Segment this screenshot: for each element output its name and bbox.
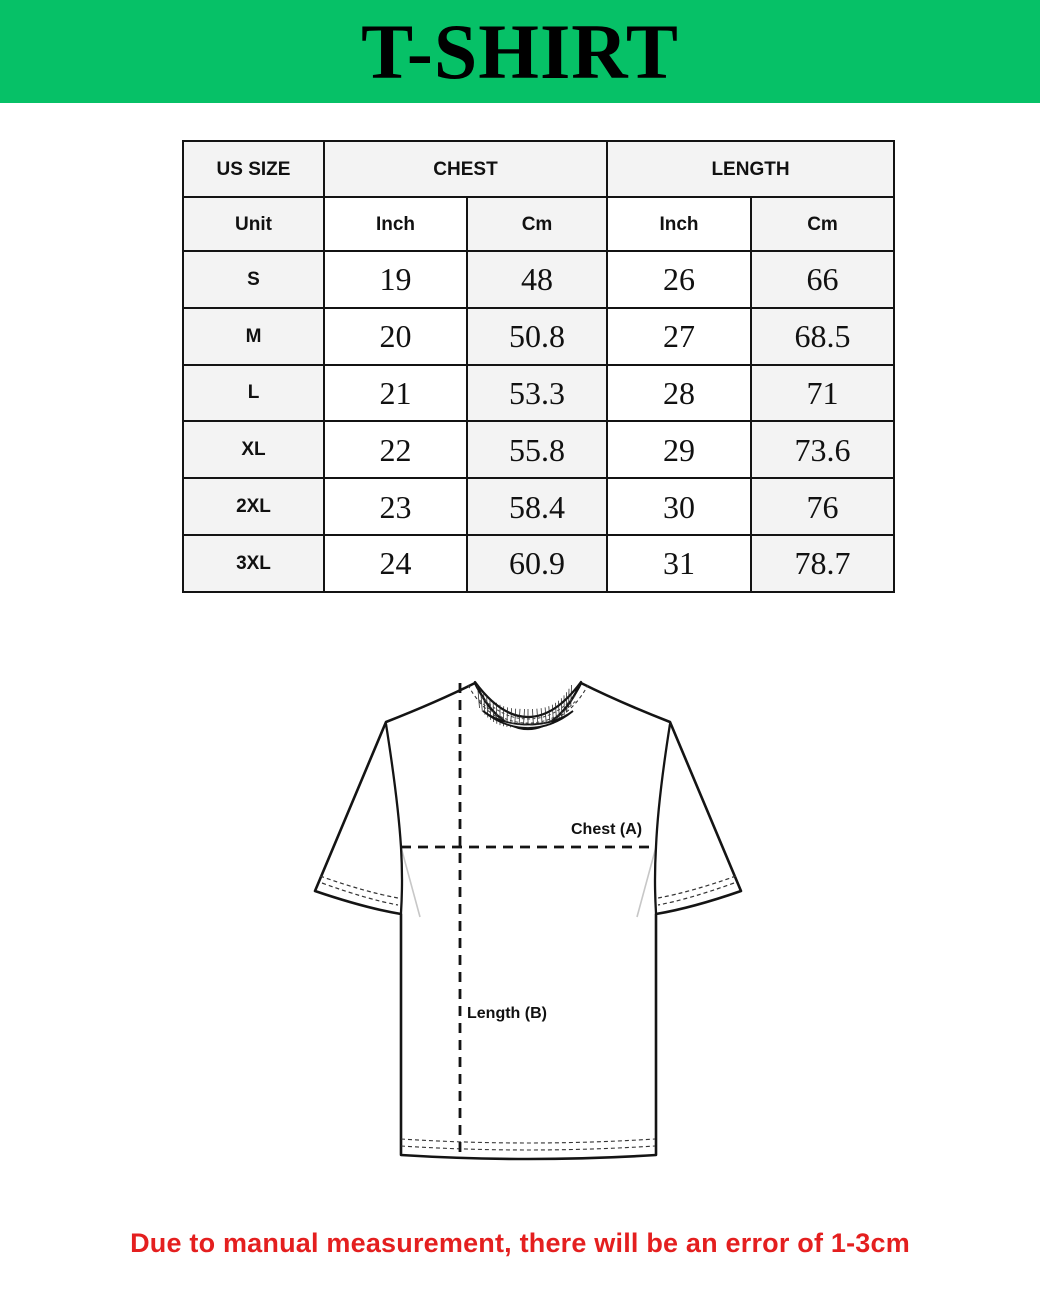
svg-text:Length (B): Length (B)	[467, 1005, 547, 1022]
svg-text:Chest (A): Chest (A)	[571, 821, 642, 838]
